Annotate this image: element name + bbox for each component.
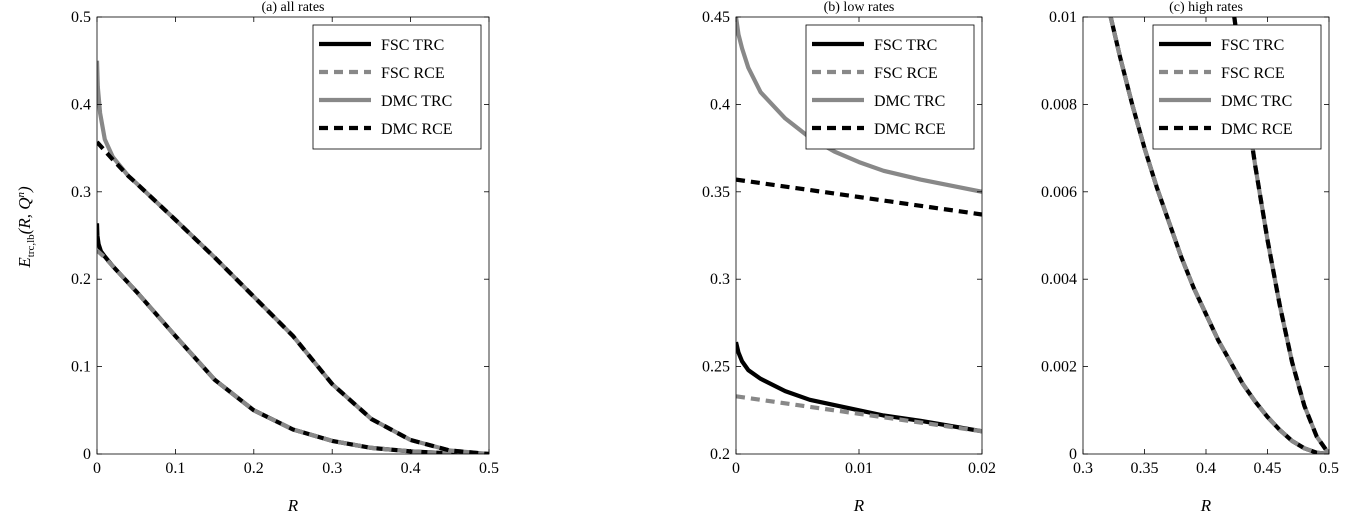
x-axis-label: R bbox=[1200, 496, 1212, 515]
y-tick-label: 0.3 bbox=[71, 184, 91, 201]
series-line-dmc-trc bbox=[736, 17, 982, 194]
y-tick-label: 0.004 bbox=[1041, 271, 1077, 288]
y-tick-label: 0.006 bbox=[1041, 184, 1077, 201]
chart-title: (a) all rates bbox=[262, 0, 325, 15]
legend-label: DMC RCE bbox=[1221, 121, 1293, 138]
series-line-fsc-rce bbox=[97, 248, 489, 454]
x-tick-label: 0.02 bbox=[968, 460, 996, 477]
x-tick-label: 0.4 bbox=[401, 460, 421, 477]
chart-panel-2: (b) low rates 0 0.01 0.02 0.2 0.25 0.3 0.35 0.4 0… bbox=[702, 0, 996, 515]
legend-label: FSC RCE bbox=[381, 65, 445, 82]
chart-panel-3: (c) high rates 0.3 0.35 0.4 0.45 0.5 0 0.002 0.0… bbox=[1041, 0, 1339, 515]
x-tick-label: 0.5 bbox=[479, 460, 499, 477]
chart-title: (c) high rates bbox=[1169, 0, 1243, 15]
legend-label: FSC TRC bbox=[874, 37, 937, 54]
y-axis-label: Etrc,lb(R, Qn) bbox=[15, 186, 37, 269]
x-tick-label: 0.4 bbox=[1196, 460, 1216, 477]
x-tick-label: 0.35 bbox=[1131, 460, 1159, 477]
x-tick-label: 0.2 bbox=[244, 460, 264, 477]
axes-frame bbox=[96, 16, 490, 455]
legend-label: FSC RCE bbox=[1221, 65, 1285, 82]
legend-label: DMC TRC bbox=[381, 93, 452, 110]
y-tick-label: 0.002 bbox=[1041, 359, 1077, 376]
legend-label: FSC RCE bbox=[874, 65, 938, 82]
x-tick-label: 0.3 bbox=[1073, 460, 1093, 477]
legend-label: DMC TRC bbox=[1221, 93, 1292, 110]
x-tick-label: 0.3 bbox=[322, 460, 342, 477]
series-line-dmc-rce bbox=[736, 177, 982, 217]
x-axis-label: R bbox=[287, 496, 299, 515]
series-line-fsc-rce bbox=[736, 394, 982, 434]
x-axis-label: R bbox=[853, 496, 865, 515]
legend: FSC TRC FSC RCE DMC TRC DMC RCE bbox=[312, 24, 482, 150]
legend: FSC TRC FSC RCE DMC TRC DMC RCE bbox=[1152, 24, 1322, 150]
x-tick-label: 0 bbox=[93, 460, 101, 477]
x-tick-label: 0.45 bbox=[1254, 460, 1282, 477]
y-tick-label: 0.35 bbox=[702, 184, 730, 201]
y-tick-label: 0.3 bbox=[710, 271, 730, 288]
chart-panel-1: (a) all rates 0 0.1 0.2 0.3 0.4 0.5 0 0.1 0.2 0.3 0… bbox=[71, 0, 499, 515]
y-tick-label: 0.2 bbox=[710, 446, 730, 463]
y-tick-label: 0.1 bbox=[71, 359, 91, 376]
y-tick-label: 0 bbox=[83, 446, 91, 463]
x-tick-label: 0.1 bbox=[165, 460, 185, 477]
series-line-fsc-trc bbox=[736, 341, 982, 434]
legend-label: DMC RCE bbox=[874, 121, 946, 138]
chart-title: (b) low rates bbox=[824, 0, 895, 15]
x-tick-label: 0.5 bbox=[1319, 460, 1339, 477]
y-tick-label: 0.4 bbox=[71, 96, 91, 113]
y-tick-label: 0.5 bbox=[71, 9, 91, 26]
series-group bbox=[736, 17, 982, 434]
y-tick-label: 0.45 bbox=[702, 9, 730, 26]
legend: FSC TRC FSC RCE DMC TRC DMC RCE bbox=[805, 24, 975, 150]
y-tick-label: 0.01 bbox=[1049, 9, 1077, 26]
y-tick-label: 0.4 bbox=[710, 96, 730, 113]
y-tick-label: 0.25 bbox=[702, 359, 730, 376]
y-tick-label: 0.2 bbox=[71, 271, 91, 288]
legend-label: FSC TRC bbox=[381, 37, 444, 54]
series-line-dmc-rce bbox=[97, 140, 489, 454]
legend-label: DMC TRC bbox=[874, 93, 945, 110]
legend-label: FSC TRC bbox=[1221, 37, 1284, 54]
legend-label: DMC RCE bbox=[381, 121, 453, 138]
y-tick-label: 0 bbox=[1069, 446, 1077, 463]
series-line-fsc-rce bbox=[1108, 17, 1329, 454]
y-tick-label: 0.008 bbox=[1041, 96, 1077, 113]
series-group bbox=[97, 60, 489, 454]
x-tick-label: 0 bbox=[732, 460, 740, 477]
x-tick-label: 0.01 bbox=[845, 460, 873, 477]
